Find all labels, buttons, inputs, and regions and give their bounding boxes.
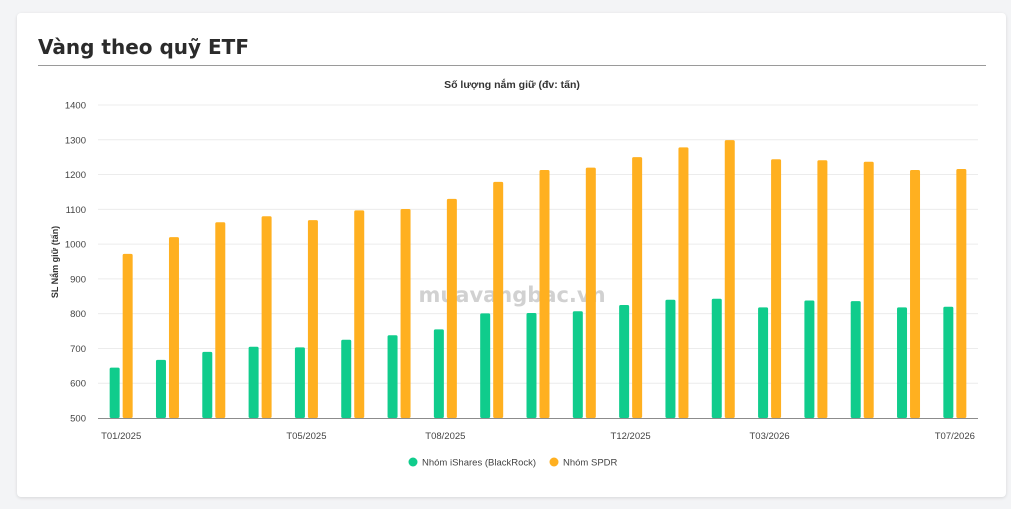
chart-title: Số lượng nắm giữ (đv: tấn) xyxy=(444,78,580,91)
x-tick-label: T07/2026 xyxy=(935,431,975,442)
bar[interactable] xyxy=(354,210,365,418)
bar[interactable] xyxy=(817,160,828,418)
y-axis-ticks: 500 600 700 800 900 1000 1100 1200 1300 1400 xyxy=(65,101,86,425)
legend-swatch xyxy=(408,457,418,467)
y-tick-label: 900 xyxy=(70,274,86,285)
y-tick-label: 1200 xyxy=(65,170,86,181)
legend-item-spdr[interactable]: Nhóm SPDR xyxy=(549,457,618,469)
x-tick-label: T05/2025 xyxy=(286,431,326,442)
y-axis-label: SL Nắm giữ (tấn) xyxy=(49,226,60,298)
bar[interactable] xyxy=(122,253,133,418)
bar[interactable] xyxy=(758,307,769,418)
bar[interactable] xyxy=(619,304,630,418)
bar[interactable] xyxy=(202,351,213,418)
y-tick-label: 1400 xyxy=(65,101,86,112)
bar[interactable] xyxy=(387,335,398,418)
bar[interactable] xyxy=(400,208,411,418)
y-tick-label: 1000 xyxy=(65,240,86,251)
bar[interactable] xyxy=(155,359,166,418)
bar[interactable] xyxy=(446,198,457,418)
legend-item-ishares[interactable]: Nhóm iShares (BlackRock) xyxy=(408,457,537,469)
x-tick-label: T08/2025 xyxy=(425,431,465,442)
bar[interactable] xyxy=(215,222,226,418)
legend-swatch xyxy=(549,457,559,467)
x-tick-label: T03/2026 xyxy=(750,431,790,442)
bar[interactable] xyxy=(109,367,120,418)
bar[interactable] xyxy=(480,313,491,418)
y-tick-label: 700 xyxy=(70,344,86,355)
bar[interactable] xyxy=(724,140,735,418)
series-spdr xyxy=(122,140,967,418)
bar[interactable] xyxy=(585,167,596,418)
legend-label: Nhóm iShares (BlackRock) xyxy=(422,458,536,469)
bar[interactable] xyxy=(341,339,352,418)
bar[interactable] xyxy=(665,299,676,418)
bar[interactable] xyxy=(943,306,954,418)
y-tick-label: 600 xyxy=(70,379,86,390)
y-tick-label: 500 xyxy=(70,414,86,425)
bar[interactable] xyxy=(910,170,921,418)
bar[interactable] xyxy=(711,298,722,418)
y-tick-label: 800 xyxy=(70,309,86,320)
bar[interactable] xyxy=(168,237,179,418)
legend-label: Nhóm SPDR xyxy=(563,458,618,469)
bar[interactable] xyxy=(863,161,874,418)
bars xyxy=(109,140,967,418)
bar[interactable] xyxy=(526,312,537,418)
x-tick-label: T01/2025 xyxy=(101,431,141,442)
bar[interactable] xyxy=(956,168,967,418)
bar[interactable] xyxy=(433,329,444,418)
bar[interactable] xyxy=(261,216,272,418)
bar[interactable] xyxy=(294,347,305,418)
x-tick-label: T12/2025 xyxy=(611,431,651,442)
legend[interactable]: Nhóm iShares (BlackRock) Nhóm SPDR xyxy=(408,457,618,469)
y-tick-label: 1100 xyxy=(66,205,86,216)
bar[interactable] xyxy=(897,307,908,418)
bar[interactable] xyxy=(632,157,643,418)
watermark: muavangbac.vn xyxy=(418,283,605,307)
y-tick-label: 1300 xyxy=(65,135,86,146)
chart-card: Vàng theo quỹ ETF xyxy=(17,13,1006,497)
bar[interactable] xyxy=(850,301,861,418)
bar[interactable] xyxy=(539,170,550,418)
bar[interactable] xyxy=(248,346,259,418)
bar[interactable] xyxy=(771,159,782,418)
series-ishares xyxy=(109,298,954,418)
bar[interactable] xyxy=(572,311,583,418)
gridlines xyxy=(98,104,978,384)
page-title: Vàng theo quỹ ETF xyxy=(38,35,249,59)
bar[interactable] xyxy=(678,147,689,418)
bar[interactable] xyxy=(307,220,318,418)
bar[interactable] xyxy=(493,181,504,418)
title-divider xyxy=(38,65,986,66)
x-axis-ticks: T01/2025 T05/2025 T08/2025 T12/2025 T03/2026… xyxy=(101,431,975,442)
bar[interactable] xyxy=(804,300,815,418)
